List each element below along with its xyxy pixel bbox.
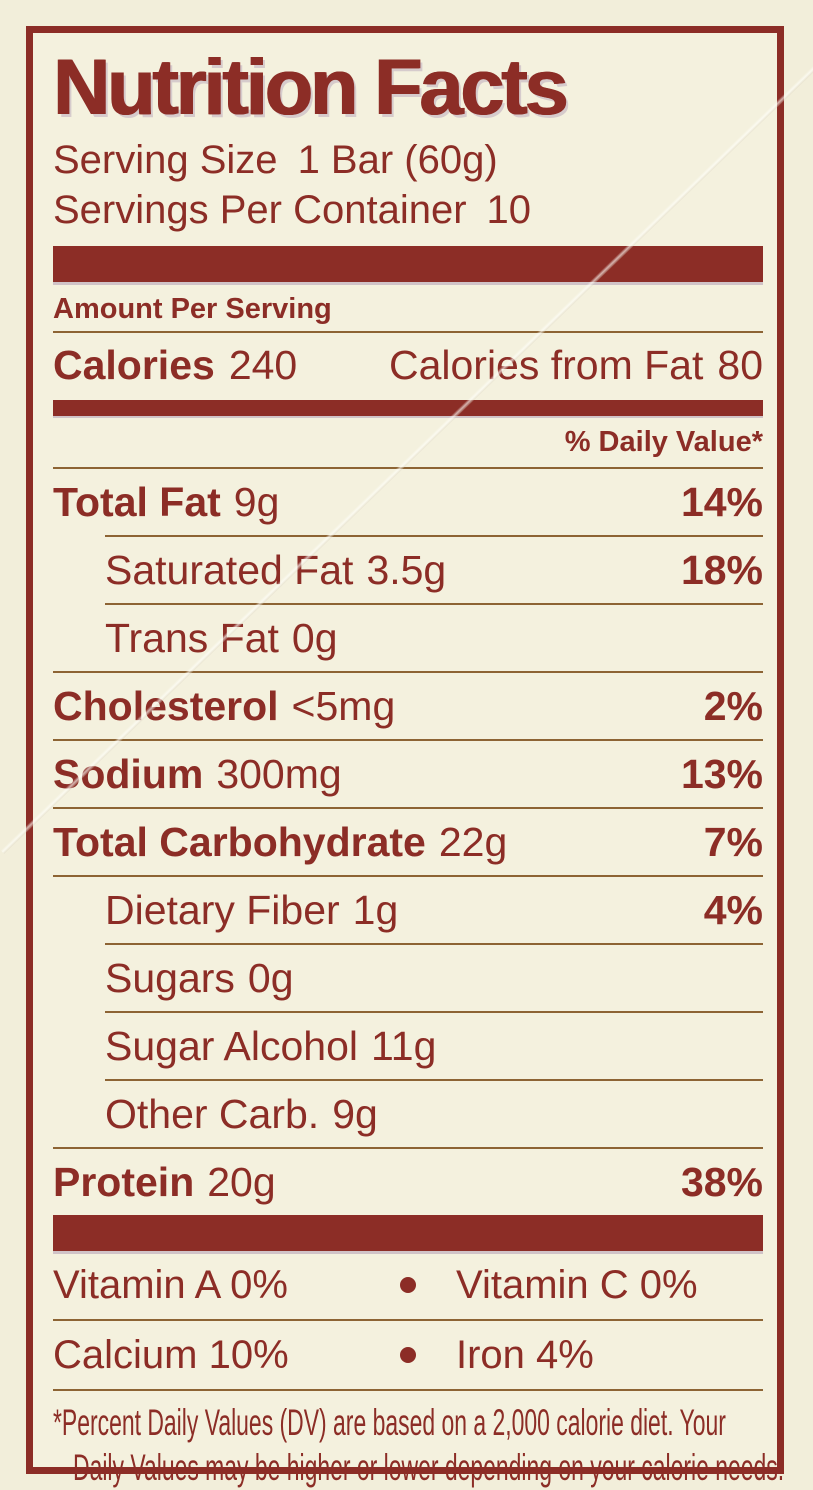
nutrient-name: Sodium [53, 751, 204, 797]
serving-size-label: Serving Size [53, 138, 278, 182]
divider-rule [53, 875, 763, 877]
nutrient-amount: 9g [332, 1091, 378, 1137]
servings-per-container-label: Servings Per Container [53, 188, 467, 232]
nutrient-name: Other Carb. [105, 1091, 320, 1137]
calories-from-fat-label: Calories from Fat [388, 342, 704, 388]
daily-value-footnote: *Percent Daily Values (DV) are based on … [53, 1391, 784, 1490]
nutrient-name: Trans Fat [105, 615, 279, 661]
divider-rule [53, 1147, 763, 1149]
nutrient-daily-value: 13% [680, 751, 763, 797]
nutrient-row-sugar-alcohol: Sugar Alcohol 11g [53, 1013, 763, 1079]
nutrient-row-protein: Protein 20g 38% [53, 1149, 763, 1215]
nutrient-row-cholesterol: Cholesterol <5mg 2% [53, 673, 763, 739]
nutrient-amount: 9g [233, 479, 280, 525]
amount-per-serving-heading: Amount Per Serving [53, 293, 332, 325]
calories-label: Calories [53, 342, 215, 388]
nutrient-amount: 3.5g [366, 547, 447, 593]
bullet-icon [400, 1277, 416, 1293]
separator-bar-medium [53, 400, 763, 416]
nutrient-name: Cholesterol [53, 683, 279, 729]
servings-per-container-row: Servings Per Container 10 [53, 188, 763, 232]
calories-from-fat-value: 80 [717, 342, 763, 388]
nutrient-name: Sugars [105, 955, 235, 1001]
nutrient-row-trans-fat: Trans Fat 0g [53, 605, 763, 671]
nutrient-name: Saturated Fat [105, 547, 354, 593]
bullet-icon [400, 1347, 416, 1363]
nutrient-row-saturated-fat: Saturated Fat 3.5g 18% [53, 537, 763, 603]
vitamin-a-value: Vitamin A 0% [53, 1263, 288, 1307]
daily-value-header: % Daily Value* [564, 426, 763, 458]
footnote-line-2: Daily Values may be higher or lower depe… [73, 1447, 785, 1488]
nutrient-daily-value: 7% [703, 819, 763, 865]
divider-rule [53, 1319, 763, 1321]
divider-rule [53, 1389, 763, 1391]
divider-rule [105, 1011, 763, 1013]
nutrient-row-sugars: Sugars 0g [53, 945, 763, 1011]
nutrient-amount: 0g [247, 955, 294, 1001]
nutrient-amount: 11g [371, 1023, 437, 1069]
nutrient-amount: 0g [291, 615, 338, 661]
nutrient-name: Total Carbohydrate [53, 819, 426, 865]
nutrient-daily-value: 4% [703, 887, 763, 933]
nutrient-row-dietary-fiber: Dietary Fiber 1g 4% [53, 877, 763, 943]
nutrient-amount: 20g [207, 1159, 276, 1205]
nutrient-name: Dietary Fiber [105, 887, 340, 933]
iron-value: Iron 4% [456, 1333, 594, 1377]
nutrient-row-total-fat: Total Fat 9g 14% [53, 469, 763, 535]
nutrient-daily-value: 18% [680, 547, 763, 593]
micronutrient-row-vitamins: Vitamin A 0% Vitamin C 0% [53, 1251, 763, 1319]
nutrient-row-sodium: Sodium 300mg 13% [53, 741, 763, 807]
calcium-value: Calcium 10% [53, 1333, 289, 1377]
vitamin-c-value: Vitamin C 0% [456, 1263, 698, 1307]
nutrient-row-total-carbohydrate: Total Carbohydrate 22g 7% [53, 809, 763, 875]
serving-size-value: 1 Bar (60g) [297, 138, 498, 182]
separator-bar-thick-bottom [53, 1215, 763, 1251]
separator-bar-thick-top [53, 246, 763, 282]
footnote-line-1: *Percent Daily Values (DV) are based on … [53, 1402, 726, 1443]
label-frame: Nutrition Facts Serving Size 1 Bar (60g)… [26, 26, 784, 1488]
nutrition-facts-title: Nutrition Facts [53, 42, 568, 131]
nutrient-amount: 300mg [216, 751, 342, 797]
nutrient-amount: 1g [352, 887, 399, 933]
servings-per-container-value: 10 [486, 188, 532, 232]
nutrient-name: Protein [53, 1159, 195, 1205]
nutrient-row-other-carb: Other Carb. 9g [53, 1081, 763, 1147]
micronutrient-row-minerals: Calcium 10% Iron 4% [53, 1321, 763, 1389]
nutrient-amount: <5mg [291, 683, 396, 729]
calories-value: 240 [228, 342, 298, 388]
nutrient-name: Sugar Alcohol [105, 1023, 359, 1069]
nutrient-daily-value: 2% [703, 683, 763, 729]
serving-size-row: Serving Size 1 Bar (60g) [53, 138, 763, 182]
calories-row: Calories 240 Calories from Fat 80 [53, 333, 763, 400]
divider-rule [105, 943, 763, 945]
nutrient-daily-value: 14% [680, 479, 763, 525]
nutrient-daily-value: 38% [680, 1159, 763, 1205]
nutrient-amount: 22g [438, 819, 508, 865]
nutrient-name: Total Fat [53, 479, 221, 525]
divider-rule [105, 1079, 763, 1081]
